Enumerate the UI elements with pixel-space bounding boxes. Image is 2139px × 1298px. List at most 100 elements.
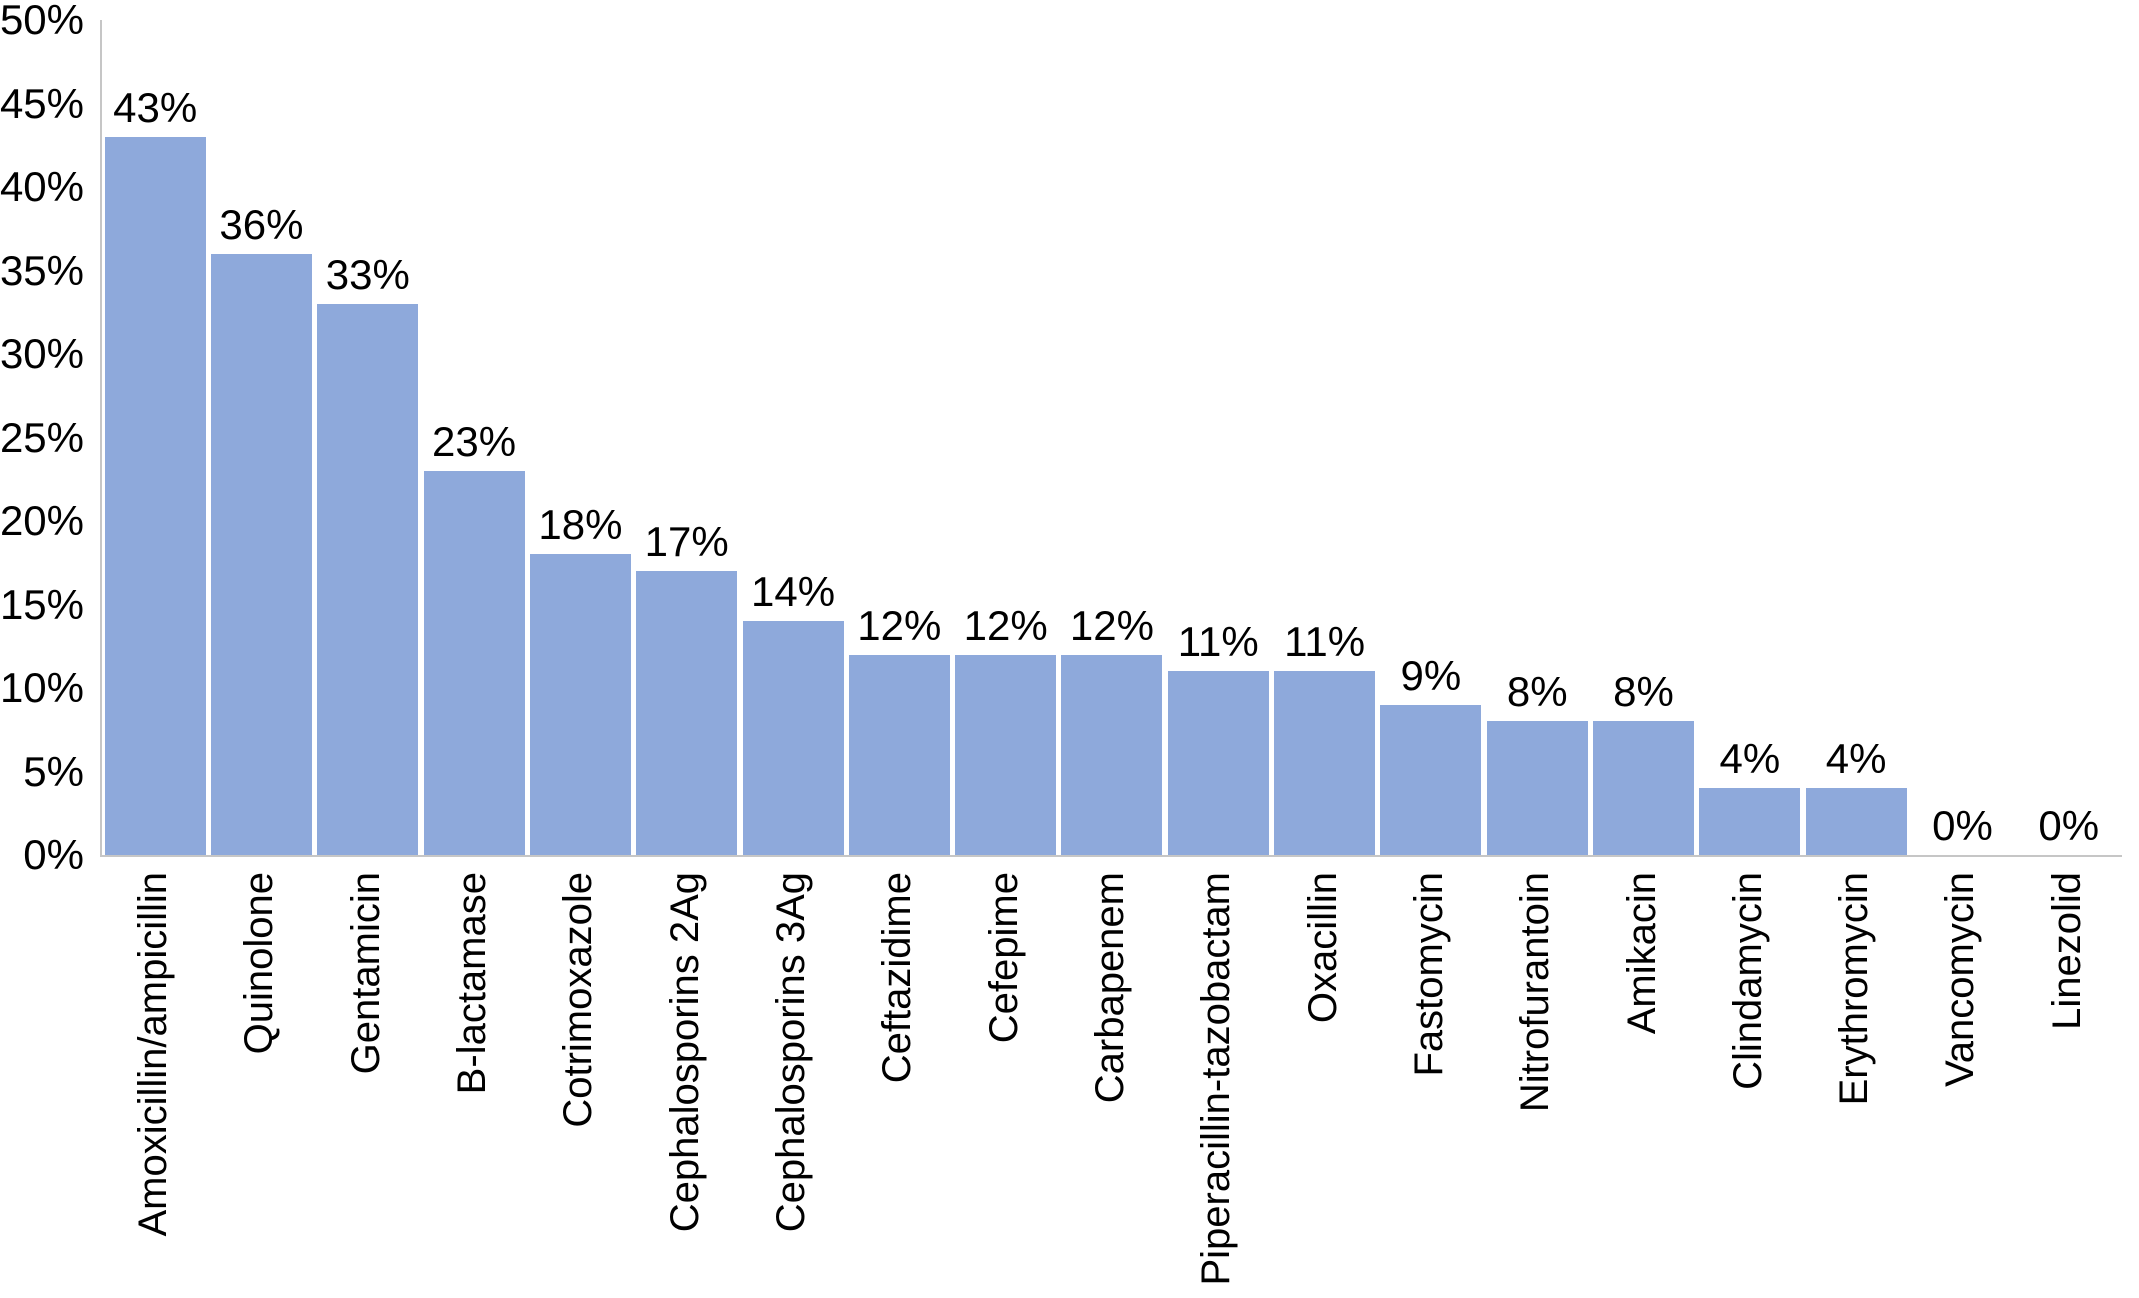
x-label-column: Linezolid [2014,872,2120,1298]
y-tick-label: 0% [23,831,84,878]
bar-value-label: 0% [1932,802,1993,849]
bar-value-label: 43% [113,83,198,131]
y-tick-label: 5% [23,747,84,795]
x-tick-label: Cephalosporins 3Ag [769,872,814,1233]
x-tick-label: Ceftazidime [875,872,920,1084]
bar-column: 8% [1484,20,1590,855]
bar-column: 23% [421,20,527,855]
x-tick-label: Linezolid [2044,872,2089,1030]
bar-value-label: 17% [644,518,729,566]
x-label-column: Cefepime [951,872,1057,1298]
bar-column: 0% [1909,20,2015,855]
x-tick-label: Erythromycin [1832,872,1877,1106]
bar-value-label: 12% [857,601,942,649]
x-label-column: Quinolone [206,872,312,1298]
bar-column: 12% [1059,20,1165,855]
x-tick-label: Quinolone [237,872,282,1055]
bar-value-label: 12% [963,601,1048,649]
bar-value-label: 14% [750,568,836,616]
x-tick-label: Amoxicillin/ampicillin [131,872,176,1237]
bar: 12% [955,604,1057,855]
x-label-column: Cotrimoxazole [525,872,631,1298]
bar: 9% [1380,654,1482,855]
bar-column: 0% [2016,20,2122,855]
bar-column: 12% [953,20,1059,855]
bar: 8% [1486,671,1588,855]
bar-value-label: 4% [1719,735,1781,783]
bar-value-label: 0% [2038,802,2100,849]
bar-column: 33% [315,20,421,855]
y-tick-label: 35% [0,246,84,294]
bar: 14% [742,571,844,855]
bar: 12% [848,604,950,855]
bar-column: 4% [1697,20,1803,855]
bar: 11% [1274,621,1376,855]
bar-column: 11% [1165,20,1271,855]
bar-value-label: 4% [1825,735,1887,783]
y-axis: 0% 5% 10% 15% 20% 25% 30% 35% 40% 45% 50% [0,0,92,876]
bar-column: 12% [846,20,952,855]
bar: 4% [1699,738,1801,855]
x-label-column: Clindamycin [1695,872,1801,1298]
y-tick-label: 20% [0,497,84,544]
bar-value-label: 8% [1506,668,1568,716]
x-label-column: Amikacin [1588,872,1694,1298]
bar-value-label: 33% [325,250,410,298]
x-label-column: Piperacillin-tazobactam [1163,872,1269,1298]
x-tick-label: Amikacin [1619,872,1664,1035]
x-label-column: Cephalosporins 2Ag [632,872,738,1298]
y-tick-label: 10% [0,664,84,711]
bar-value-label: 18% [538,501,623,549]
bar: 12% [1061,604,1163,855]
bar-column: 18% [527,20,633,855]
x-tick-label: B-lactamase [450,872,495,1095]
x-tick-label: Gentamicin [343,872,388,1075]
bar-column: 36% [208,20,314,855]
x-tick-label: Cephalosporins 2Ag [662,872,707,1233]
bar-value-label: 36% [219,200,304,248]
bar-value-label: 12% [1069,601,1154,649]
bar: 33% [317,253,419,855]
bar-column: 8% [1590,20,1696,855]
y-tick-label: 50% [0,0,84,43]
bar-column: 17% [634,20,740,855]
x-label-column: Cephalosporins 3Ag [738,872,844,1298]
bar-column: 11% [1271,20,1377,855]
bar: 11% [1167,621,1269,855]
x-tick-label: Fastomycin [1406,872,1451,1077]
x-label-column: Fastomycin [1376,872,1482,1298]
bar-value-label: 9% [1400,651,1462,699]
bar-value-label: 11% [1177,618,1259,666]
bar: 43% [104,86,206,855]
bar: 8% [1593,671,1695,855]
y-tick-label: 40% [0,163,84,210]
x-label-column: Vancomycin [1907,872,2013,1298]
x-tick-label: Piperacillin-tazobactam [1194,872,1239,1286]
x-axis-labels: Amoxicillin/ampicillin Quinolone Gentamici… [100,872,2120,1298]
x-label-column: Gentamicin [313,872,419,1298]
bar-value-label: 23% [432,417,517,465]
bar: 23% [423,420,525,855]
x-label-column: Amoxicillin/ampicillin [100,872,206,1298]
bar-column: 4% [1803,20,1909,855]
x-tick-label: Cefepime [981,872,1026,1044]
bar: 36% [210,203,312,855]
bar-value-label: 8% [1613,668,1674,716]
bar-column: 43% [102,20,208,855]
bar: 17% [636,521,738,855]
bar-column: 14% [740,20,846,855]
x-label-column: Nitrofurantoin [1482,872,1588,1298]
bar: 18% [529,504,631,855]
plot-area: 43% 36% 33% 23% 18% 17% 14% 12% 12% 12% 11% 11% 9% 8%… [100,20,2122,857]
x-label-column: Ceftazidime [844,872,950,1298]
x-tick-label: Carbapenem [1087,872,1132,1104]
x-tick-label: Cotrimoxazole [556,872,601,1128]
x-tick-label: Oxacillin [1300,872,1345,1024]
y-tick-label: 45% [0,79,84,127]
x-label-column: Carbapenem [1057,872,1163,1298]
x-label-column: B-lactamase [419,872,525,1298]
x-label-column: Erythromycin [1801,872,1907,1298]
y-tick-label: 15% [0,580,84,628]
bar-value-label: 11% [1284,618,1366,666]
